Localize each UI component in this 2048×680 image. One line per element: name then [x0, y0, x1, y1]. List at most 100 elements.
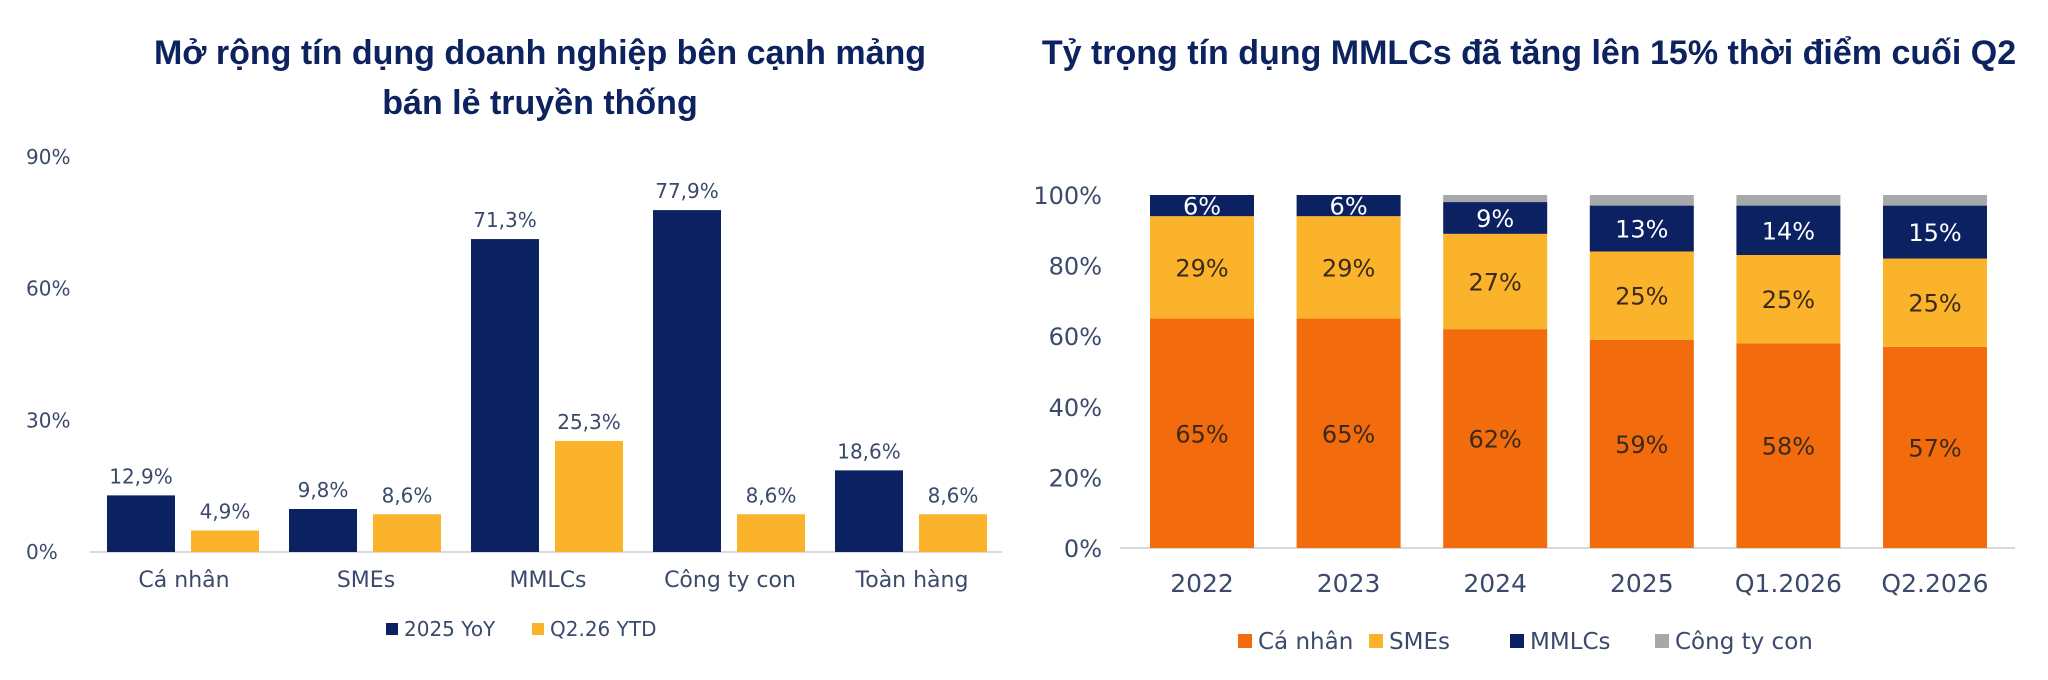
- legend-swatch: [1238, 634, 1252, 648]
- y-tick-label: 100%: [1033, 182, 1102, 210]
- legend-label: Công ty con: [1675, 629, 1813, 655]
- bar-2025-yoy: [289, 508, 357, 552]
- data-label: 65%: [1175, 420, 1228, 448]
- data-label: 62%: [1469, 426, 1522, 454]
- y-tick-label: 90%: [26, 145, 70, 169]
- data-label: 25%: [1762, 286, 1815, 314]
- bar-segment-mmlcs: [1150, 195, 1254, 217]
- bar-segment-c-ng-ty-con: [1589, 195, 1694, 206]
- y-tick-label: 40%: [1049, 394, 1102, 422]
- data-label: 25%: [1908, 290, 1961, 318]
- data-label: 29%: [1175, 254, 1228, 282]
- bar-2025-yoy: [471, 239, 539, 553]
- legend-swatch: [386, 623, 398, 635]
- y-tick-label: 0%: [1064, 535, 1102, 563]
- x-tick-label: Công ty con: [664, 568, 796, 593]
- legend-swatch: [1369, 634, 1383, 648]
- x-tick-label: Toàn hàng: [855, 568, 969, 593]
- data-label: 8,6%: [928, 483, 979, 507]
- x-tick-label: 2023: [1317, 569, 1381, 598]
- data-label: 6%: [1183, 193, 1221, 221]
- bar-segment-smes: [1443, 233, 1548, 330]
- data-label: 77,9%: [655, 179, 719, 203]
- data-label: 9,8%: [298, 478, 349, 502]
- bar-segment-smes: [1296, 216, 1401, 319]
- x-tick-label: Q2.2026: [1881, 569, 1988, 598]
- legend-label: MMLCs: [1530, 629, 1611, 655]
- bar-segment-c-nh-n: [1443, 329, 1548, 548]
- right-chart-panel: Tỷ trọng tín dụng MMLCs đã tăng lên 15% …: [1010, 0, 2048, 680]
- data-label: 71,3%: [473, 208, 537, 232]
- y-tick-label: 30%: [26, 408, 70, 432]
- bar-q2-26-ytd: [737, 514, 805, 552]
- data-label: 57%: [1908, 434, 1961, 462]
- bar-segment-smes: [1150, 216, 1254, 319]
- legend-swatch: [1510, 634, 1524, 648]
- data-label: 13%: [1615, 216, 1668, 244]
- data-label: 6%: [1330, 193, 1368, 221]
- left-chart-title-line2: bán lẻ truyền thống: [382, 84, 698, 122]
- bar-q2-26-ytd: [191, 530, 259, 552]
- y-tick-label: 0%: [26, 540, 58, 564]
- data-label: 8,6%: [382, 483, 433, 507]
- bar-q2-26-ytd: [555, 440, 623, 552]
- legend-label: 2025 YoY: [404, 617, 496, 641]
- data-label: 8,6%: [746, 483, 797, 507]
- data-label: 14%: [1762, 217, 1815, 245]
- bar-segment-mmlcs: [1296, 195, 1401, 217]
- data-label: 58%: [1762, 433, 1815, 461]
- legend-swatch: [1655, 634, 1669, 648]
- bar-segment-mmlcs: [1883, 205, 1987, 259]
- bar-segment-c-nh-n: [1883, 346, 1987, 548]
- y-tick-label: 60%: [26, 277, 70, 301]
- left-chart-panel: Mở rộng tín dụng doanh nghiệp bên cạnh m…: [0, 0, 1010, 680]
- data-label: 15%: [1908, 219, 1961, 247]
- y-tick-label: 20%: [1049, 464, 1102, 492]
- legend-swatch: [532, 623, 544, 635]
- bar-segment-c-ng-ty-con: [1443, 195, 1548, 203]
- left-bar-chart: 0% 30% 60% 90% 12,9% 4,9% Cá nhân 9,8% 8,6% SMEs 7…: [26, 145, 1002, 641]
- bar-segment-smes: [1736, 255, 1841, 344]
- bar-2025-yoy: [835, 470, 903, 552]
- bar-segment-c-nh-n: [1736, 343, 1841, 548]
- x-tick-label: 2024: [1463, 569, 1527, 598]
- right-chart-title: Tỷ trọng tín dụng MMLCs đã tăng lên 15% …: [1041, 34, 2017, 72]
- x-tick-label: 2022: [1170, 569, 1234, 598]
- x-tick-label: SMEs: [337, 568, 395, 593]
- y-tick-label: 60%: [1049, 323, 1102, 351]
- left-chart-title: Mở rộng tín dụng doanh nghiệp bên cạnh m…: [60, 28, 1020, 128]
- data-label: 25%: [1615, 283, 1668, 311]
- bar-segment-c-ng-ty-con: [1736, 195, 1841, 206]
- bar-segment-smes: [1883, 258, 1987, 347]
- bar-q2-26-ytd: [373, 514, 441, 552]
- bar-segment-mmlcs: [1736, 205, 1841, 256]
- data-label: 59%: [1615, 431, 1668, 459]
- bar-2025-yoy: [653, 210, 721, 552]
- data-label: 27%: [1469, 268, 1522, 296]
- data-label: 18,6%: [837, 439, 901, 463]
- data-label: 4,9%: [200, 499, 251, 523]
- bar-segment-mmlcs: [1589, 205, 1694, 252]
- data-label: 9%: [1476, 205, 1514, 233]
- bar-segment-smes: [1589, 251, 1694, 340]
- left-chart-title-line1: Mở rộng tín dụng doanh nghiệp bên cạnh m…: [153, 34, 927, 72]
- legend-label: Cá nhân: [1258, 629, 1353, 655]
- bar-segment-mmlcs: [1443, 202, 1548, 234]
- legend-label: SMEs: [1389, 629, 1450, 655]
- bar-segment-c-ng-ty-con: [1883, 195, 1987, 206]
- data-label: 25,3%: [557, 410, 621, 434]
- legend-label: Q2.26 YTD: [550, 617, 656, 641]
- bar-q2-26-ytd: [919, 514, 987, 552]
- data-label: 12,9%: [109, 464, 173, 488]
- x-tick-label: Cá nhân: [138, 568, 229, 593]
- x-tick-label: Q1.2026: [1735, 569, 1842, 598]
- right-stacked-bar-chart: 0% 20% 40% 60% 80% 100% 65% 29% 6% 2022 65% 29% 6% 20…: [1033, 182, 2015, 655]
- x-tick-label: 2025: [1610, 569, 1674, 598]
- y-tick-label: 80%: [1049, 253, 1102, 281]
- bar-segment-c-nh-n: [1150, 318, 1254, 548]
- bar-segment-c-nh-n: [1296, 318, 1401, 548]
- bar-2025-yoy: [107, 495, 175, 552]
- data-label: 65%: [1322, 420, 1375, 448]
- x-tick-label: MMLCs: [509, 568, 586, 593]
- bar-segment-c-nh-n: [1589, 339, 1694, 548]
